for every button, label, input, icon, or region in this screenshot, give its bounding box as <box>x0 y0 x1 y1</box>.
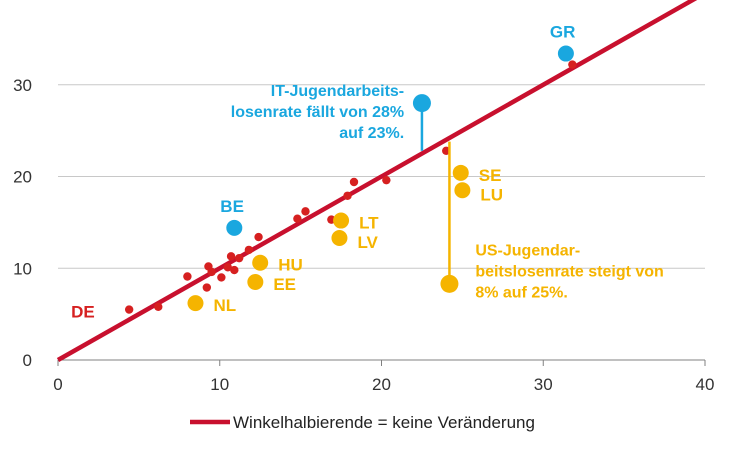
y-tick-label-0: 0 <box>23 351 32 370</box>
point-label-lv: LV <box>357 233 378 252</box>
annotation-text-us-2: 8% auf 25%. <box>475 284 567 301</box>
annotation-text-us-0: US-Jugendar- <box>475 242 580 259</box>
point-be <box>226 219 243 236</box>
annotation-point-it <box>412 94 431 113</box>
annotation-point-us <box>440 274 459 293</box>
point-hu <box>252 254 269 271</box>
point-label-hu: HU <box>278 256 303 275</box>
y-tick-label-30: 30 <box>13 76 32 95</box>
x-tick-label-20: 20 <box>372 375 391 394</box>
annotations: IT-Jugendarbeits-losenrate fällt von 28%… <box>231 83 664 302</box>
legend: Winkelhalbierende = keine Veränderung <box>190 413 535 432</box>
reference-diagonal-line <box>56 0 698 362</box>
axes: 0 10 20 30 40 0 10 20 30 40 <box>13 0 714 394</box>
small-point-5 <box>207 267 216 277</box>
legend-label: Winkelhalbierende = keine Veränderung <box>233 413 535 432</box>
small-point-11 <box>244 245 254 255</box>
x-tick-label-0: 0 <box>53 375 62 394</box>
point-gr <box>557 45 574 62</box>
small-point-10 <box>234 253 244 263</box>
x-tick-label-30: 30 <box>534 375 553 394</box>
small-point-3 <box>202 283 212 292</box>
point-label-lu: LU <box>480 185 503 204</box>
small-point-12 <box>254 232 263 242</box>
x-tick-label-10: 10 <box>210 375 229 394</box>
point-ee <box>247 274 264 291</box>
point-label-lt: LT <box>359 214 379 233</box>
small-point-18 <box>382 175 391 185</box>
annotation-text-us-1: beitslosenrate steigt von <box>475 263 664 280</box>
annotation-text-it-1: losenrate fällt von 28% <box>231 104 404 121</box>
small-point-20 <box>568 60 577 69</box>
small-point-2 <box>183 272 192 281</box>
small-point-9 <box>230 265 239 275</box>
small-point-16 <box>343 191 352 200</box>
point-label-be: BE <box>220 197 244 216</box>
small-point-13 <box>293 214 302 223</box>
point-label-gr: GR <box>550 23 576 42</box>
point-label-de: DE <box>71 303 95 322</box>
point-lu <box>454 182 471 199</box>
y-tick-label-40: 40 <box>13 0 32 3</box>
point-lv <box>331 229 348 246</box>
annotation-text-it-2: auf 23%. <box>339 125 404 142</box>
point-label-ee: EE <box>273 275 296 294</box>
x-tick-label-40: 40 <box>696 375 715 394</box>
y-tick-label-20: 20 <box>13 168 32 187</box>
point-lt <box>333 212 350 229</box>
small-point-8 <box>226 252 236 261</box>
point-label-nl: NL <box>213 296 236 315</box>
annotation-text-it-0: IT-Jugendarbeits- <box>271 83 404 100</box>
point-label-se: SE <box>479 166 502 185</box>
small-point-17 <box>349 177 359 187</box>
point-se <box>452 164 469 181</box>
small-point-6 <box>217 273 226 282</box>
point-nl <box>187 295 204 312</box>
small-point-1 <box>154 302 163 311</box>
small-point-0 <box>124 305 134 314</box>
small-point-7 <box>223 263 233 272</box>
reference-line-group <box>56 0 698 362</box>
small-point-14 <box>301 207 310 216</box>
y-tick-label-10: 10 <box>13 259 32 278</box>
